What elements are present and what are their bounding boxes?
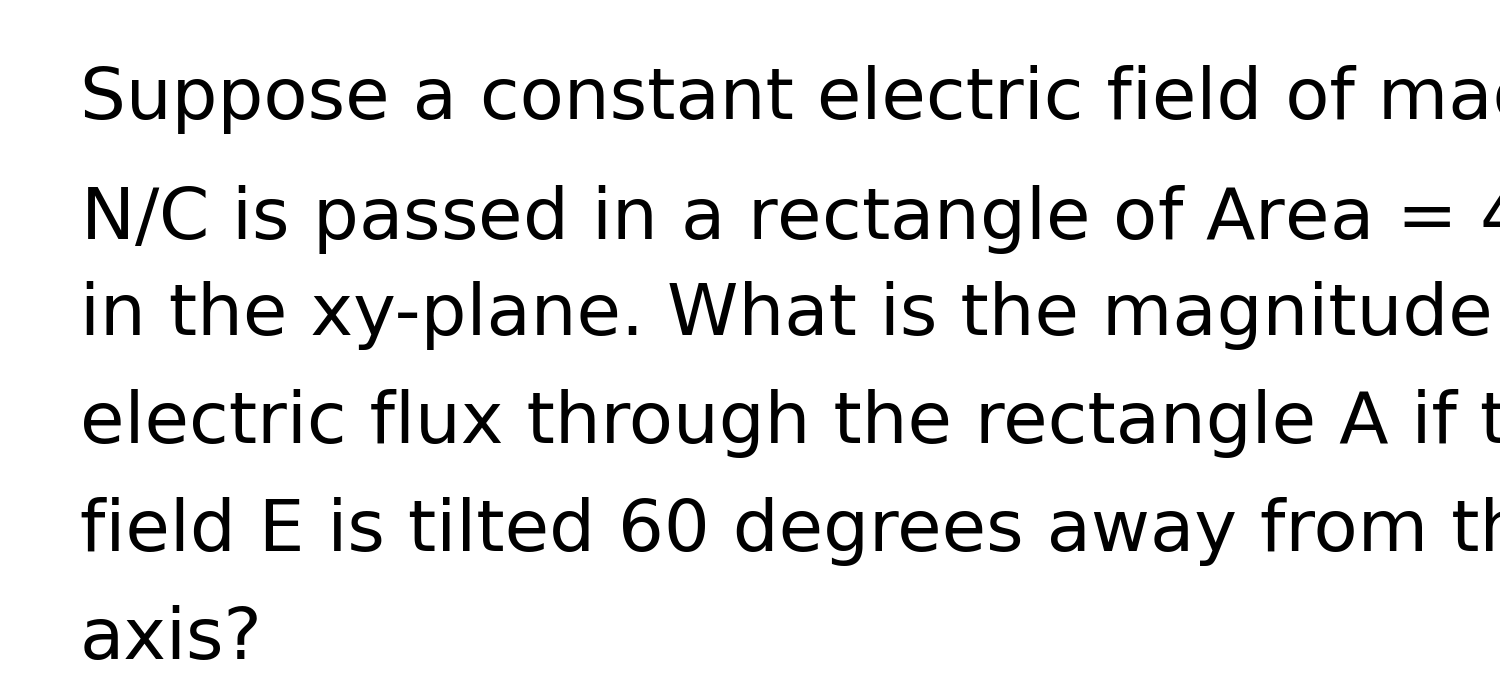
Text: axis?: axis? <box>80 605 262 674</box>
Text: Suppose a constant electric field of magnitude 5.0: Suppose a constant electric field of mag… <box>80 65 1500 134</box>
Text: in the xy-plane. What is the magnitude of the: in the xy-plane. What is the magnitude o… <box>80 281 1500 350</box>
Text: field E is tilted 60 degrees away from the positive z-: field E is tilted 60 degrees away from t… <box>80 497 1500 566</box>
Text: N/C is passed in a rectangle of Area = 4.0 m$^{2}$ lying: N/C is passed in a rectangle of Area = 4… <box>80 173 1500 259</box>
Text: electric flux through the rectangle A if the electric: electric flux through the rectangle A if… <box>80 389 1500 458</box>
